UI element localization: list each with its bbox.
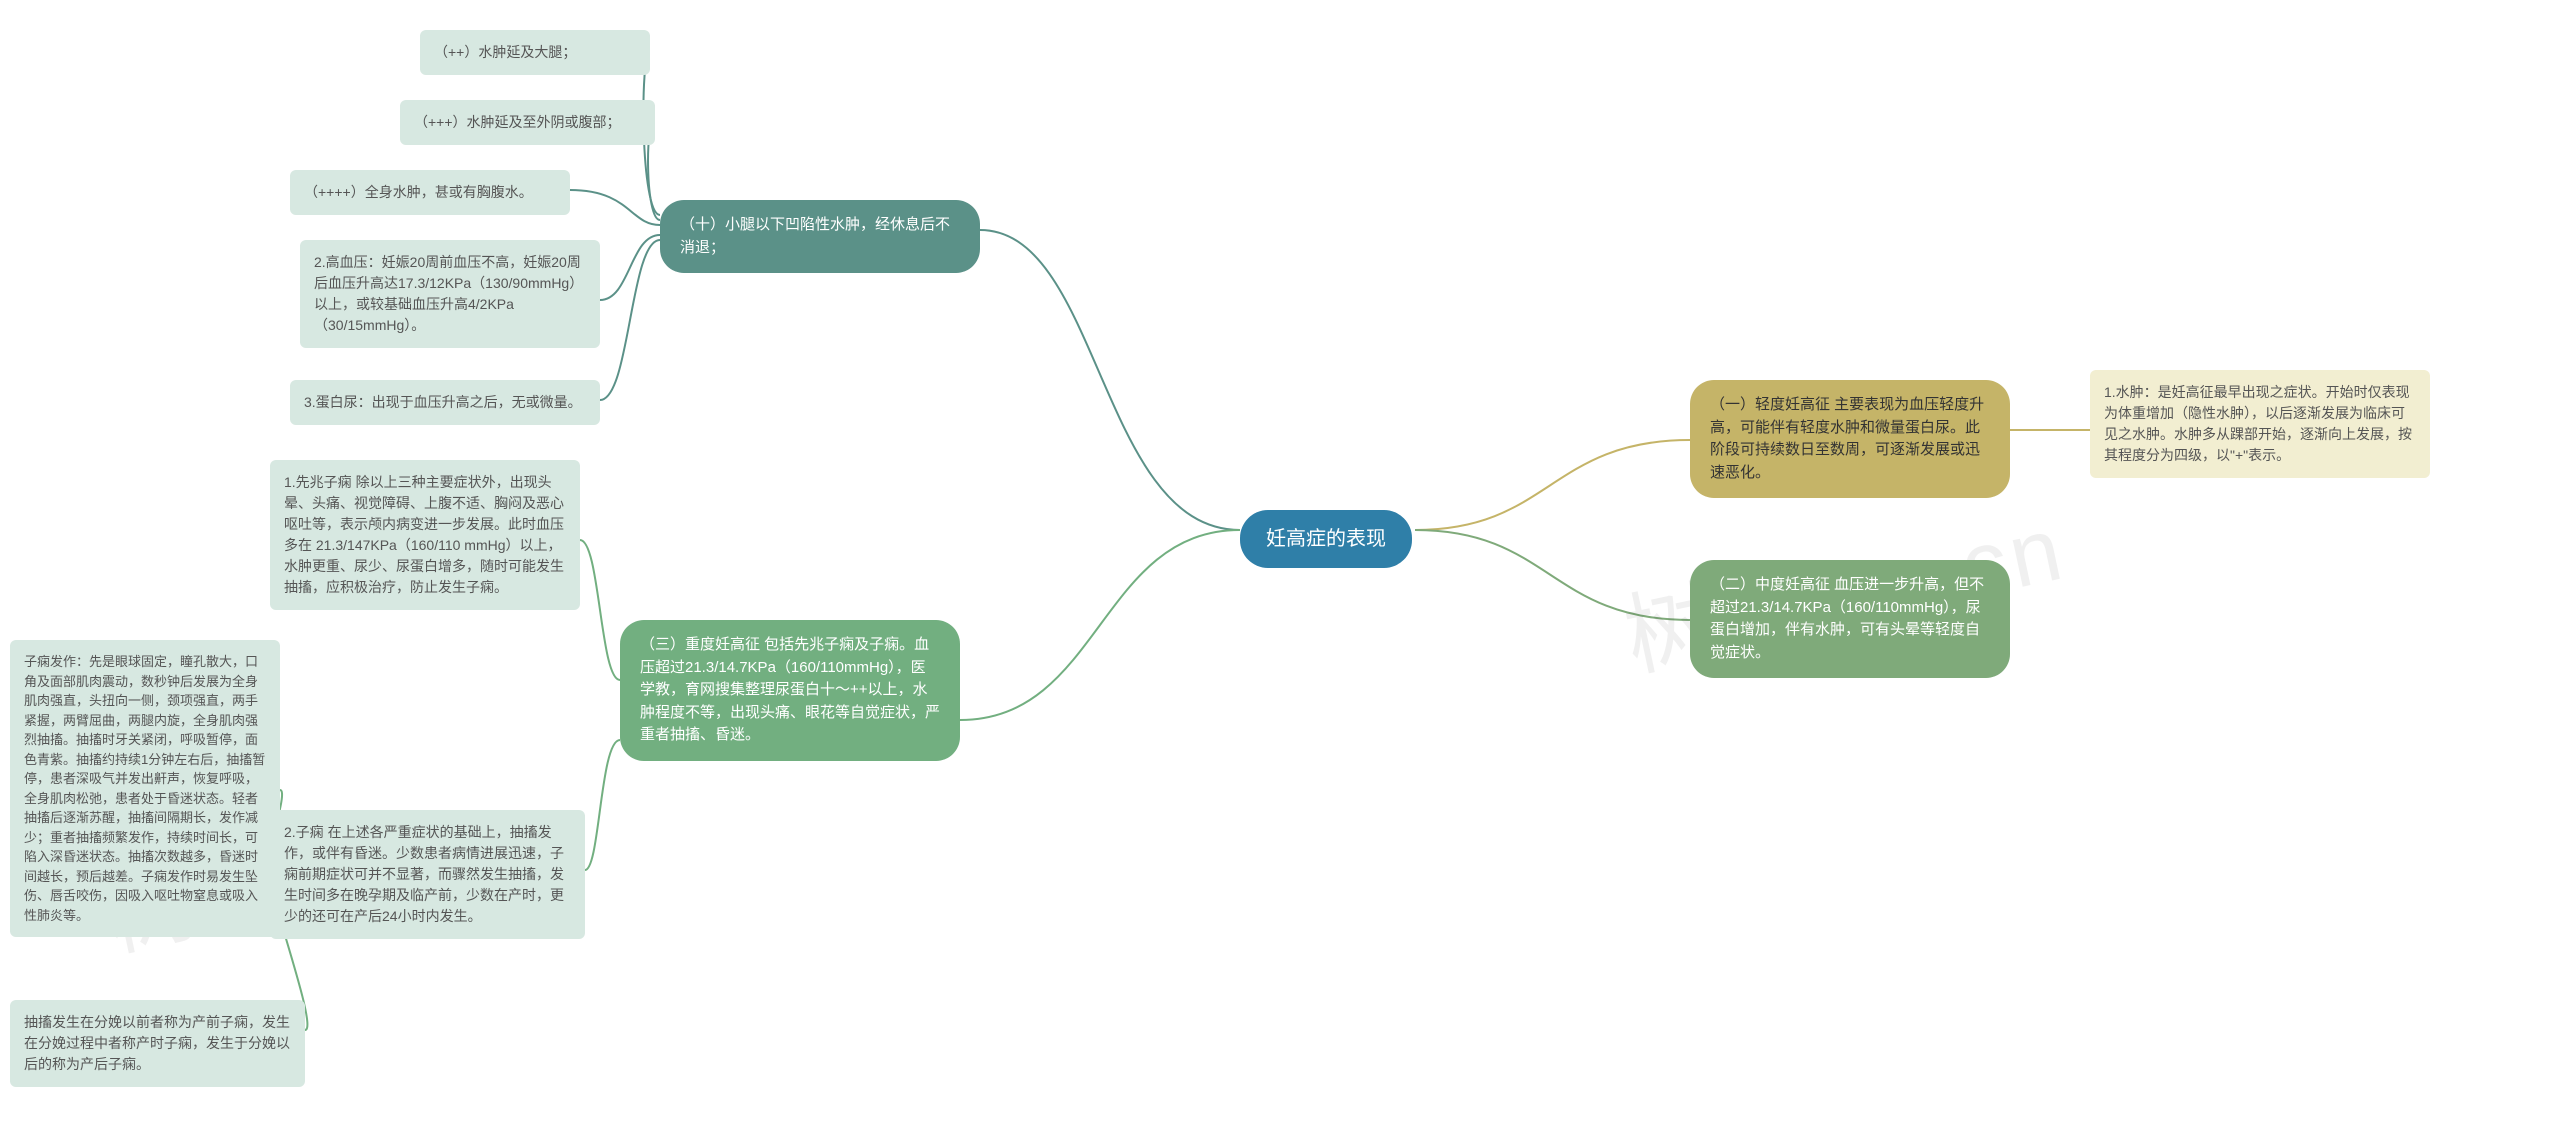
leaf-mild-edema: 1.水肿：是妊高征最早出现之症状。开始时仅表现为体重增加（隐性水肿），以后逐渐发…: [2090, 370, 2430, 478]
leaf-proteinuria: 3.蛋白尿：出现于血压升高之后，无或微量。: [290, 380, 600, 425]
branch-edema[interactable]: （十）小腿以下凹陷性水肿，经休息后不消退；: [660, 200, 980, 273]
leaf-edema-pp: （++）水肿延及大腿；: [420, 30, 650, 75]
leaf-eclampsia: 2.子痫 在上述各严重症状的基础上，抽搐发作，或伴有昏迷。少数患者病情进展迅速，…: [270, 810, 585, 939]
leaf-edema-pppp: （++++）全身水肿，甚或有胸腹水。: [290, 170, 570, 215]
branch-severe[interactable]: （三）重度妊高征 包括先兆子痫及子痫。血压超过21.3/14.7KPa（160/…: [620, 620, 960, 761]
root-node[interactable]: 妊高症的表现: [1240, 510, 1412, 568]
leaf-eclampsia-timing: 抽搐发生在分娩以前者称为产前子痫，发生在分娩过程中者称产时子痫，发生于分娩以后的…: [10, 1000, 305, 1087]
leaf-preeclampsia: 1.先兆子痫 除以上三种主要症状外，出现头晕、头痛、视觉障碍、上腹不适、胸闷及恶…: [270, 460, 580, 610]
leaf-hypertension: 2.高血压：妊娠20周前血压不高，妊娠20周后血压升高达17.3/12KPa（1…: [300, 240, 600, 348]
leaf-eclampsia-attack: 子痫发作：先是眼球固定，瞳孔散大，口角及面部肌肉震动，数秒钟后发展为全身肌肉强直…: [10, 640, 280, 937]
branch-mild[interactable]: （一）轻度妊高征 主要表现为血压轻度升高，可能伴有轻度水肿和微量蛋白尿。此阶段可…: [1690, 380, 2010, 498]
branch-moderate[interactable]: （二）中度妊高征 血压进一步升高，但不超过21.3/14.7KPa（160/11…: [1690, 560, 2010, 678]
leaf-edema-ppp: （+++）水肿延及至外阴或腹部；: [400, 100, 655, 145]
